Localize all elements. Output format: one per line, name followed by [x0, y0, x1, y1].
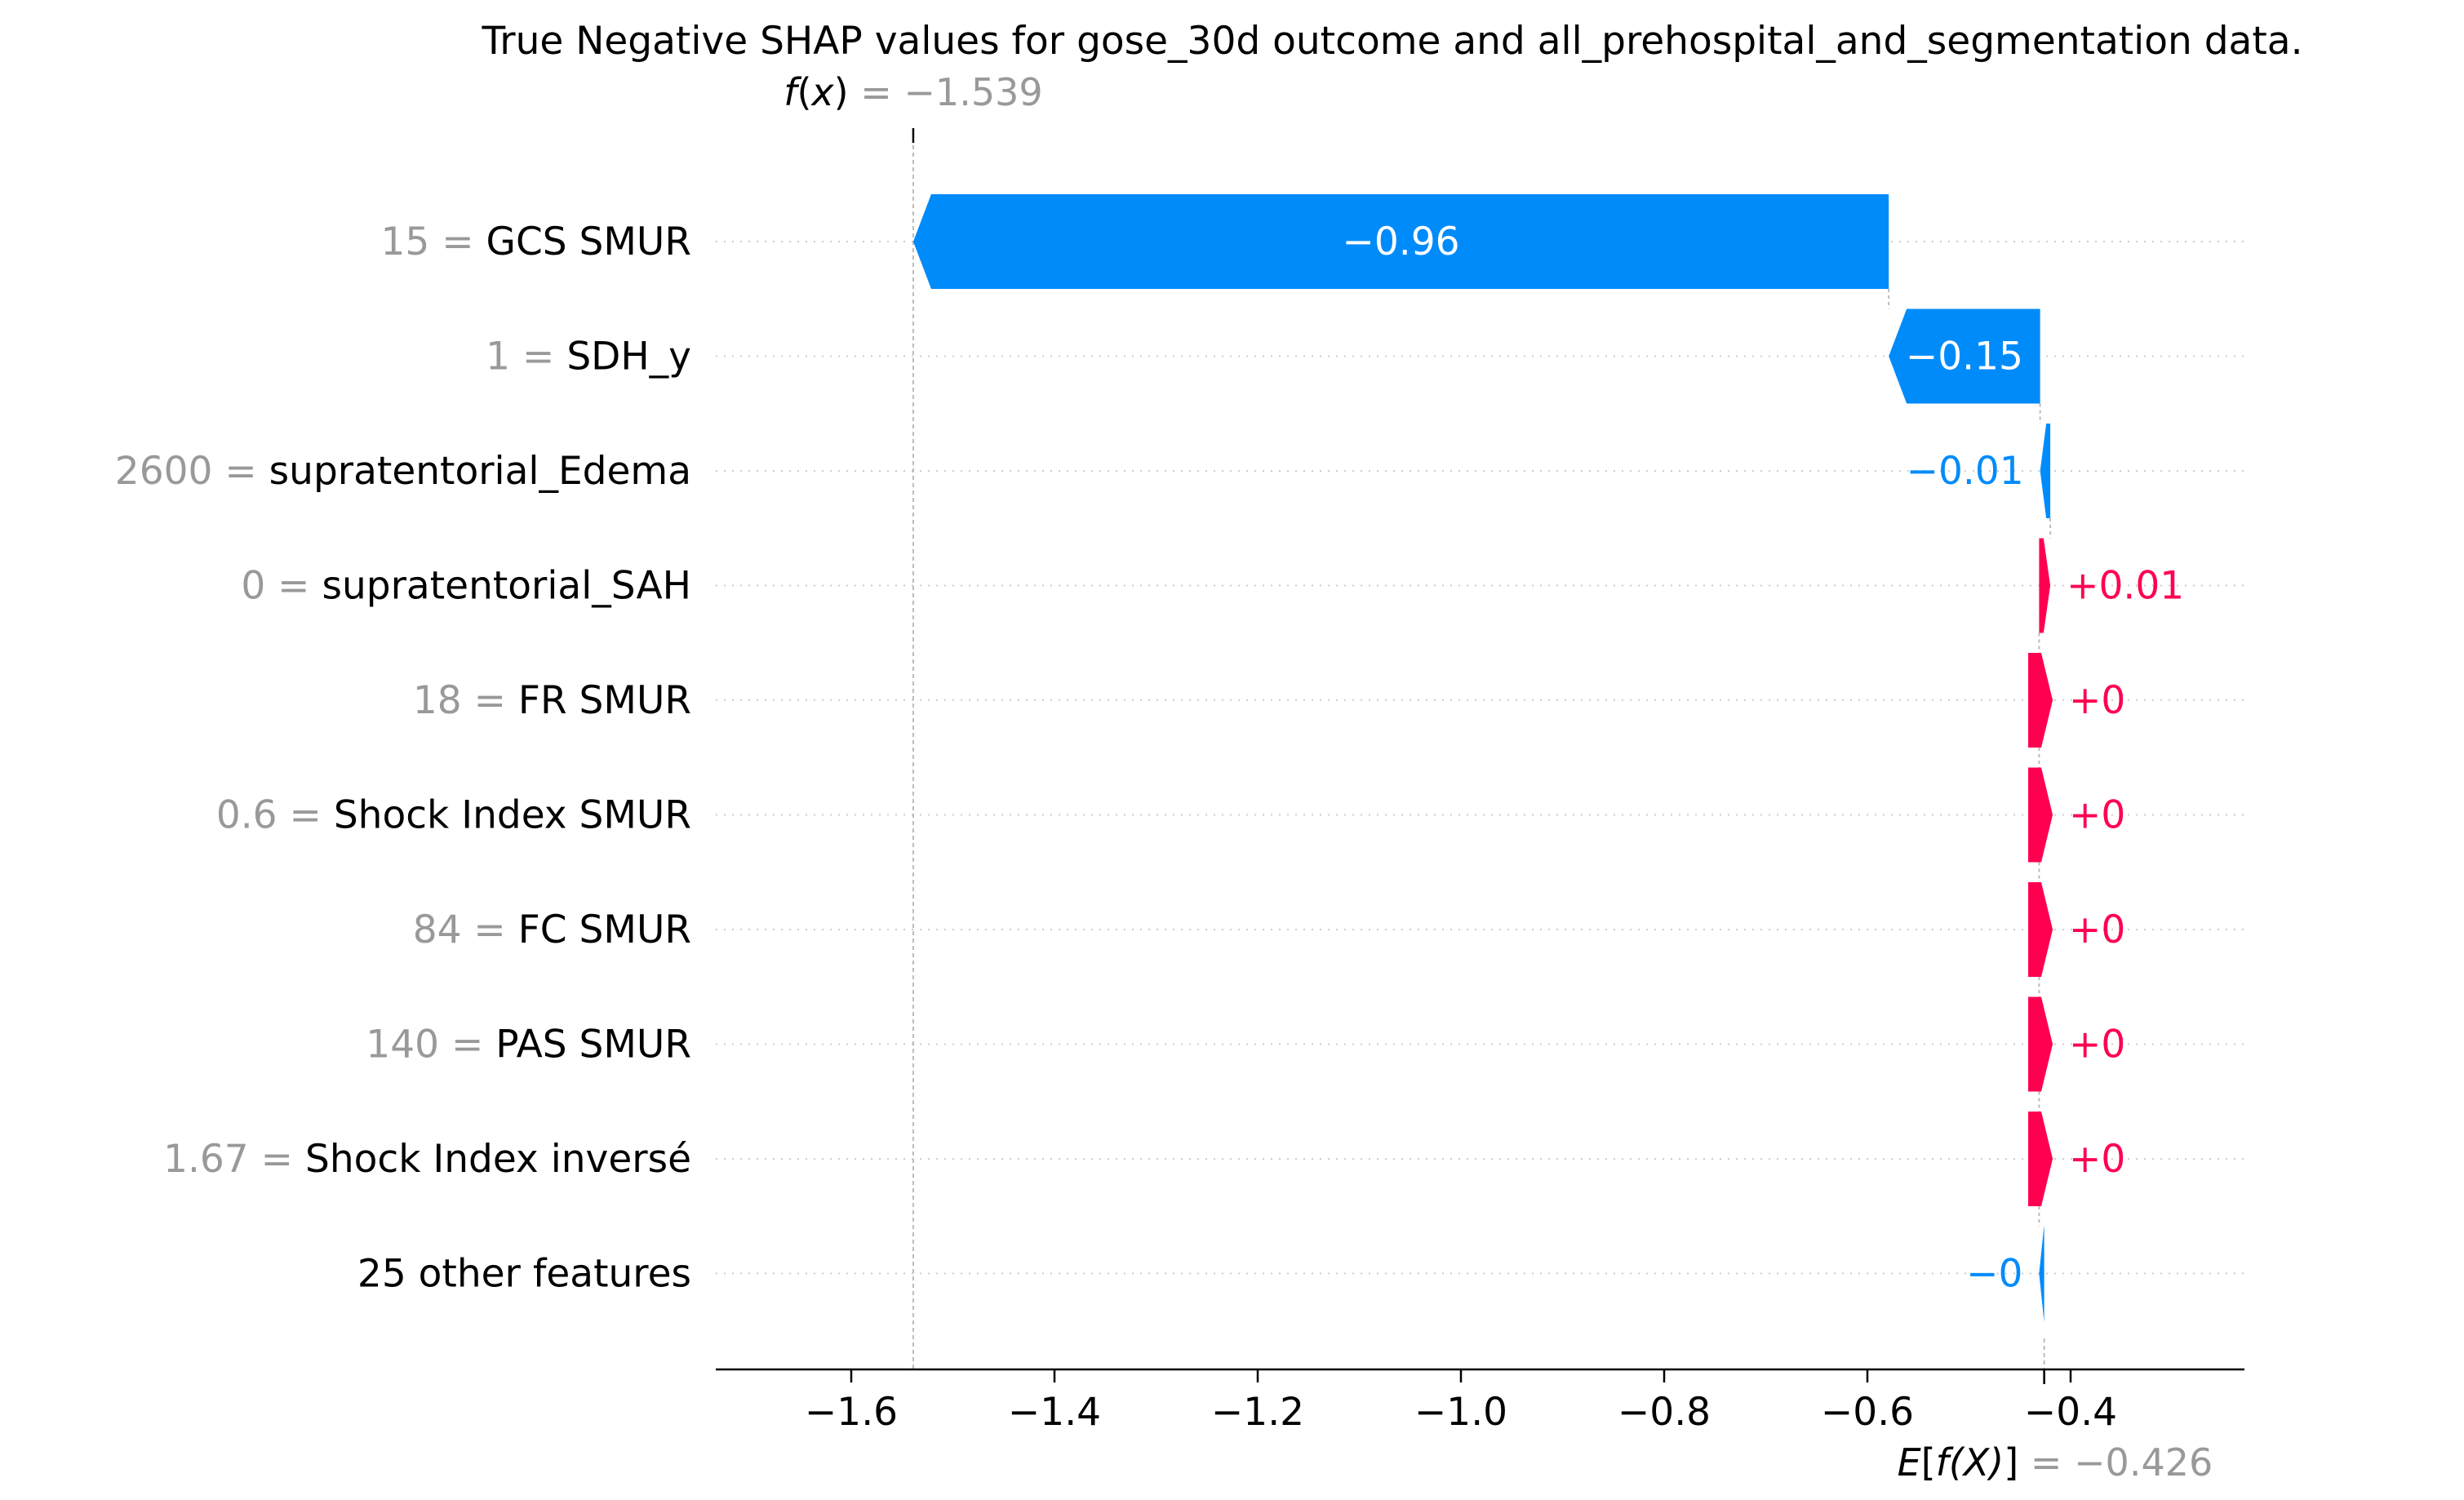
fx-label-value: = −1.539	[849, 70, 1043, 114]
feature-name: FC SMUR	[518, 908, 691, 952]
feature-label: 0.6 = Shock Index SMUR	[216, 793, 691, 838]
waterfall-bar	[2028, 767, 2053, 863]
waterfall-bar	[2039, 1226, 2044, 1321]
fx-annotation: f(x) = −1.539	[784, 70, 1042, 114]
feature-name: Shock Index SMUR	[334, 793, 691, 838]
waterfall-bar	[1889, 308, 2040, 404]
feature-name: supratentorial_Edema	[269, 449, 691, 494]
x-tick-label: −0.6	[1821, 1390, 1914, 1435]
waterfall-bar	[2028, 996, 2053, 1092]
feature-value: 0.6 =	[216, 793, 334, 838]
feature-name: FR SMUR	[518, 678, 691, 723]
feature-name: GCS SMUR	[486, 220, 691, 264]
feature-value: 15 =	[380, 220, 486, 264]
efx-annotation: E[f(X)] = −0.426	[1898, 1440, 2213, 1484]
feature-value: 18 =	[413, 678, 518, 723]
bar-value-label: +0	[2069, 1137, 2125, 1182]
feature-value: 1.67 =	[163, 1137, 305, 1182]
bar-value-label: +0	[2069, 1023, 2125, 1067]
efx-label-value: = −0.426	[2018, 1440, 2213, 1484]
efx-label-var: f(X)	[1936, 1440, 2004, 1484]
bar-value-label: +0	[2069, 793, 2125, 838]
fx-label-var: x	[810, 70, 834, 114]
feature-label: 2600 = supratentorial_Edema	[115, 449, 691, 494]
waterfall-bar	[2028, 653, 2053, 748]
efx-label: E[f(X)] = −0.426	[1898, 1440, 2213, 1484]
x-tick-label: −1.6	[805, 1390, 898, 1435]
x-tick-label: −1.0	[1414, 1390, 1507, 1435]
x-tick-label: −0.4	[2024, 1390, 2117, 1435]
bar-value-label: −0	[1966, 1252, 2022, 1297]
x-tick-label: −1.4	[1008, 1390, 1101, 1435]
waterfall-bar	[2028, 882, 2053, 977]
waterfall-bar	[2039, 538, 2051, 633]
bar-value-label: −0.01	[1907, 449, 2024, 494]
feature-name: PAS SMUR	[495, 1023, 691, 1067]
x-axis: −1.6 −1.4 −1.2 −1.0 −0.8 −0.6 −0.4	[716, 1368, 2244, 1435]
feature-name: 25 other features	[357, 1252, 691, 1297]
x-tick-label: −1.2	[1211, 1390, 1304, 1435]
feature-label: 25 other features	[357, 1252, 691, 1297]
feature-label: 1.67 = Shock Index inversé	[163, 1137, 691, 1182]
feature-value: 0 =	[241, 564, 322, 609]
x-tick-label: −0.8	[1618, 1390, 1711, 1435]
feature-label: 140 = PAS SMUR	[366, 1023, 691, 1067]
waterfall-bar	[2040, 424, 2051, 518]
feature-value: 84 =	[413, 908, 518, 952]
feature-value: 1 =	[486, 335, 566, 379]
bar-value-label: +0	[2069, 908, 2125, 952]
feature-name: SDH_y	[566, 335, 691, 379]
feature-value: 2600 =	[115, 449, 269, 494]
efx-label-prefix: E	[1898, 1440, 1921, 1484]
feature-name: Shock Index inversé	[305, 1137, 691, 1182]
bar-value-label: −0.15	[1906, 335, 2023, 379]
feature-label: 15 = GCS SMUR	[380, 220, 691, 264]
bar-value-label: +0	[2069, 678, 2125, 723]
fx-label: f(x) = −1.539	[784, 70, 1042, 114]
reference-lines	[912, 128, 2045, 1384]
bars	[912, 194, 2053, 1321]
feature-label: 1 = SDH_y	[486, 335, 691, 379]
feature-label: 0 = supratentorial_SAH	[241, 564, 691, 609]
feature-label: 18 = FR SMUR	[413, 678, 691, 723]
feature-labels: −0.96 15 = GCS SMUR −0.15 1 = SDH_y −0.01 26…	[115, 220, 2184, 1297]
waterfall-bar	[912, 194, 1889, 289]
chart-title: True Negative SHAP values for gose_30d o…	[481, 19, 2302, 64]
feature-label: 84 = FC SMUR	[413, 908, 691, 952]
bar-value-label: +0.01	[2067, 564, 2184, 609]
feature-value: 140 =	[366, 1023, 495, 1067]
bar-value-label: −0.96	[1343, 220, 1460, 264]
feature-name: supratentorial_SAH	[322, 564, 692, 609]
waterfall-bar	[2028, 1112, 2053, 1206]
